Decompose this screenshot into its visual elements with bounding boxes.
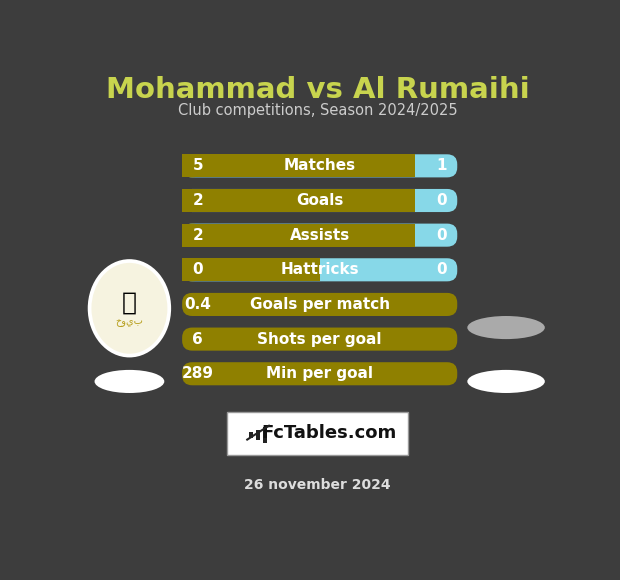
FancyBboxPatch shape <box>182 362 458 385</box>
Text: 🦅: 🦅 <box>122 290 137 314</box>
FancyBboxPatch shape <box>182 328 458 351</box>
Text: FcTables.com: FcTables.com <box>262 425 397 443</box>
Text: Goals: Goals <box>296 193 343 208</box>
FancyBboxPatch shape <box>182 258 202 281</box>
Text: 26 november 2024: 26 november 2024 <box>244 478 391 492</box>
Text: Club competitions, Season 2024/2025: Club competitions, Season 2024/2025 <box>178 103 458 118</box>
Text: 2: 2 <box>192 193 203 208</box>
Text: 0: 0 <box>436 262 447 277</box>
Text: Matches: Matches <box>283 158 356 173</box>
Text: Min per goal: Min per goal <box>266 366 373 381</box>
Ellipse shape <box>92 263 167 354</box>
Ellipse shape <box>467 370 545 393</box>
FancyBboxPatch shape <box>182 258 320 281</box>
FancyBboxPatch shape <box>182 224 458 246</box>
Text: Mohammad vs Al Rumaihi: Mohammad vs Al Rumaihi <box>106 77 529 104</box>
Text: 1: 1 <box>436 158 447 173</box>
Text: 0: 0 <box>436 228 447 242</box>
FancyBboxPatch shape <box>182 224 415 246</box>
Text: Shots per goal: Shots per goal <box>257 332 382 347</box>
Text: Assists: Assists <box>290 228 350 242</box>
Bar <box>263 427 267 443</box>
Bar <box>249 432 254 438</box>
Ellipse shape <box>467 316 545 339</box>
Text: 0.4: 0.4 <box>184 297 211 312</box>
Text: Hattricks: Hattricks <box>280 262 359 277</box>
FancyBboxPatch shape <box>182 154 415 177</box>
FancyBboxPatch shape <box>182 293 458 316</box>
FancyBboxPatch shape <box>182 224 202 246</box>
Text: Goals per match: Goals per match <box>250 297 390 312</box>
Bar <box>255 430 260 440</box>
FancyBboxPatch shape <box>182 189 458 212</box>
Text: 0: 0 <box>436 193 447 208</box>
Text: 289: 289 <box>182 366 214 381</box>
FancyBboxPatch shape <box>182 189 202 212</box>
FancyBboxPatch shape <box>182 154 202 177</box>
Text: خويب: خويب <box>115 317 143 327</box>
Ellipse shape <box>95 370 164 393</box>
FancyBboxPatch shape <box>227 412 409 455</box>
FancyBboxPatch shape <box>182 154 458 177</box>
Ellipse shape <box>89 260 170 356</box>
Text: 5: 5 <box>192 158 203 173</box>
Text: 2: 2 <box>192 228 203 242</box>
FancyBboxPatch shape <box>182 189 415 212</box>
FancyBboxPatch shape <box>182 258 458 281</box>
Text: 0: 0 <box>192 262 203 277</box>
Text: 6: 6 <box>192 332 203 347</box>
